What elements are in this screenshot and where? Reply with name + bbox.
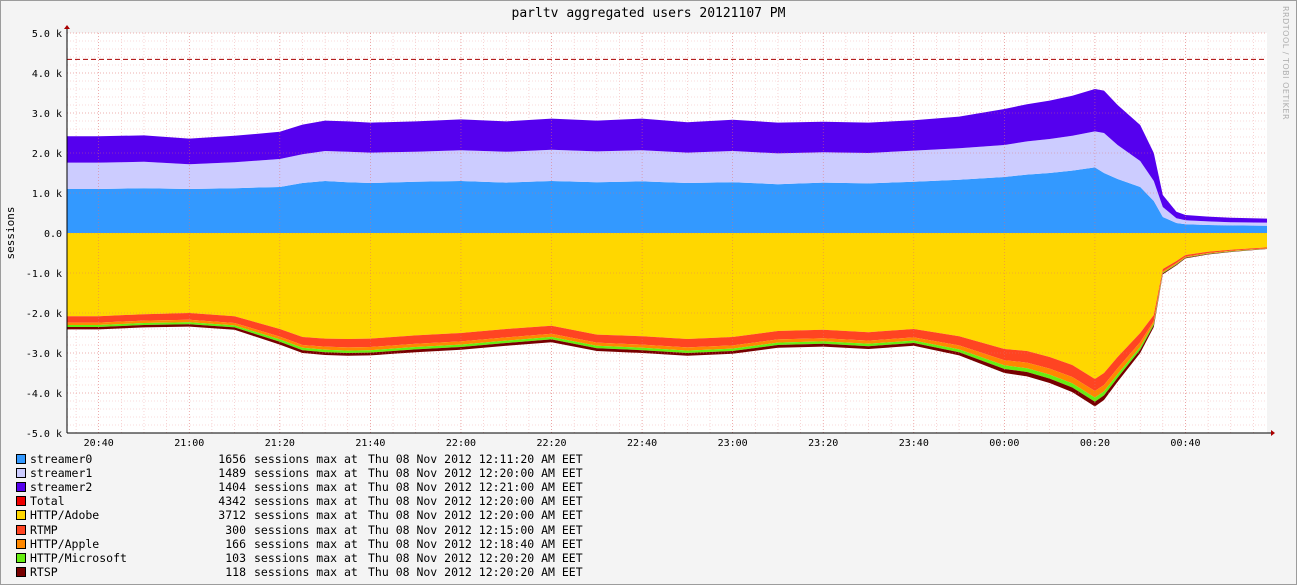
y-tick-label: 1.0 k: [32, 189, 62, 200]
legend-max-time: Thu 08 Nov 2012 12:11:20 AM EET: [368, 452, 583, 466]
x-tick-label: 22:40: [627, 438, 657, 449]
legend-max-value: 3712: [218, 508, 246, 523]
legend-name: RTSP: [30, 564, 58, 579]
legend-max-value: 103: [225, 550, 246, 565]
y-axis-arrow: [64, 25, 70, 29]
x-tick-label: 00:20: [1080, 438, 1110, 449]
x-tick-label: 22:20: [536, 438, 566, 449]
x-tick-label: 21:00: [174, 438, 204, 449]
legend-suffix: sessions max at: [254, 494, 358, 509]
legend-suffix: sessions max at: [254, 564, 358, 579]
legend-max-time: Thu 08 Nov 2012 12:18:40 AM EET: [368, 536, 583, 551]
legend-name: HTTP/Adobe: [30, 508, 100, 523]
legend-max-time: Thu 08 Nov 2012 12:15:00 AM EET: [368, 522, 583, 537]
legend-max-value: 1489: [218, 466, 246, 481]
legend-suffix: sessions max at: [254, 536, 358, 551]
y-axis-label: sessions: [4, 207, 17, 260]
legend-swatch: [16, 566, 26, 577]
legend-name: streamer2: [30, 480, 93, 495]
chart-plot: 5.0 k 4.0 k 3.0 k 2.0 k 1.0 k 0.0 -1.0 k -2.0 k…: [4, 25, 1275, 449]
y-tick-label: 2.0 k: [32, 149, 62, 160]
legend-swatch: [16, 454, 26, 464]
legend-name: streamer0: [30, 452, 93, 466]
y-tick-label: -2.0 k: [26, 309, 62, 320]
legend-suffix: sessions max at: [254, 466, 358, 481]
y-tick-label: 3.0 k: [32, 109, 62, 120]
legend-max-value: 118: [225, 564, 246, 579]
legend-swatch: [16, 496, 26, 507]
legend-max-time: Thu 08 Nov 2012 12:20:00 AM EET: [368, 508, 583, 523]
legend-max-time: Thu 08 Nov 2012 12:21:00 AM EET: [368, 480, 583, 495]
legend-max-time: Thu 08 Nov 2012 12:20:00 AM EET: [368, 494, 583, 509]
legend-max-time: Thu 08 Nov 2012 12:20:20 AM EET: [368, 550, 583, 565]
area-streamer0: [67, 167, 1267, 233]
area-streamer1: [67, 131, 1267, 226]
legend-name: streamer1: [30, 466, 93, 481]
area-http-adobe: [67, 233, 1267, 379]
legend-name: HTTP/Microsoft: [30, 550, 127, 565]
legend-max-value: 1656: [218, 452, 246, 466]
legend-max-value: 4342: [218, 494, 246, 509]
y-tick-label: 5.0 k: [32, 29, 62, 40]
legend-suffix: sessions max at: [254, 452, 358, 466]
legend-max-time: Thu 08 Nov 2012 12:20:20 AM EET: [368, 564, 583, 579]
x-axis-arrow: [1271, 430, 1275, 436]
legend-suffix: sessions max at: [254, 480, 358, 495]
major-grid: [67, 32, 1267, 434]
x-tick-label: 21:40: [355, 438, 385, 449]
y-tick-label: -1.0 k: [26, 269, 62, 280]
legend-max-value: 166: [225, 536, 246, 551]
x-tick-label: 23:40: [899, 438, 929, 449]
y-tick-label: 4.0 k: [32, 69, 62, 80]
rrdtool-watermark: RRDTOOL / TOBI OETIKER: [1281, 6, 1290, 121]
legend-swatch: [16, 510, 26, 521]
legend-max-time: Thu 08 Nov 2012 12:20:00 AM EET: [368, 466, 583, 481]
legend-max-value: 1404: [218, 480, 246, 495]
legend-max-value: 300: [225, 522, 246, 537]
legend-swatch: [16, 524, 26, 535]
x-tick-label: 00:00: [989, 438, 1019, 449]
legend-swatch: [16, 538, 26, 549]
y-tick-label: 0.0: [44, 229, 62, 240]
x-tick-label: 21:20: [265, 438, 295, 449]
y-tick-label: -5.0 k: [26, 429, 62, 440]
legend-name: RTMP: [30, 522, 58, 537]
y-tick-label: -3.0 k: [26, 349, 62, 360]
chart-title: parltv aggregated users 20121107 PM: [511, 6, 786, 21]
x-tick-label: 20:40: [84, 438, 114, 449]
legend-suffix: sessions max at: [254, 550, 358, 565]
legend-swatch: [16, 552, 26, 563]
legend-swatch: [16, 468, 26, 479]
legend-suffix: sessions max at: [254, 508, 358, 523]
area-streamer2: [67, 89, 1267, 223]
x-tick-label: 23:00: [718, 438, 748, 449]
x-tick-label: 00:40: [1170, 438, 1200, 449]
legend-name: Total: [30, 494, 65, 509]
x-tick-label: 23:20: [808, 438, 838, 449]
legend-name: HTTP/Apple: [30, 536, 100, 551]
legend-suffix: sessions max at: [254, 522, 358, 537]
x-tick-label: 22:00: [446, 438, 476, 449]
legend-swatch: [16, 482, 26, 493]
y-tick-label: -4.0 k: [26, 389, 62, 400]
